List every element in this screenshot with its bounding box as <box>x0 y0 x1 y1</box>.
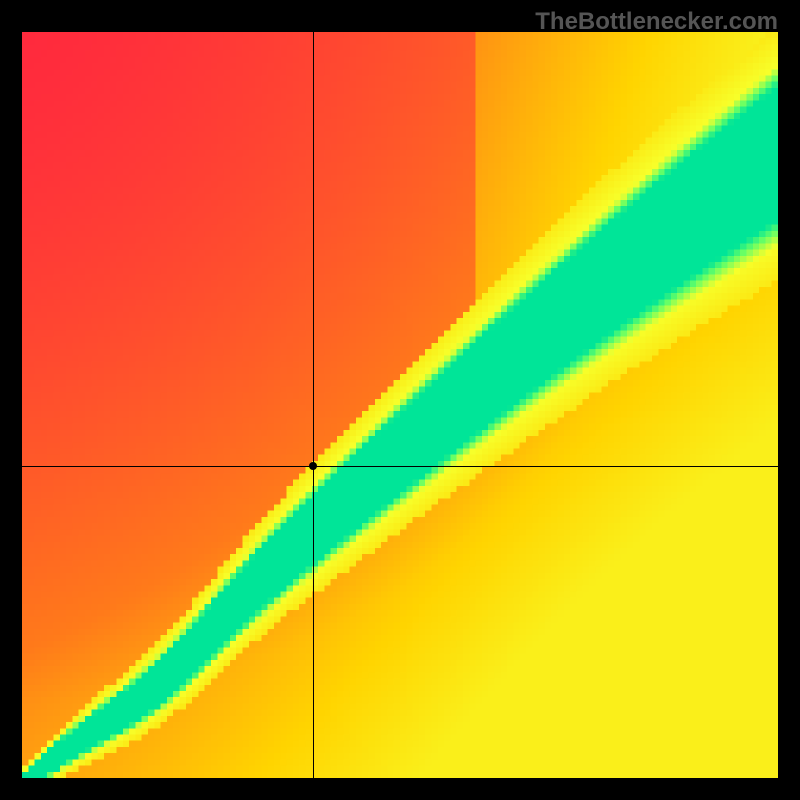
crosshair-vertical <box>313 32 314 778</box>
crosshair-marker <box>309 462 317 470</box>
crosshair-horizontal <box>22 466 778 467</box>
heatmap-canvas <box>22 32 778 778</box>
chart-container: TheBottlenecker.com <box>0 0 800 800</box>
plot-area <box>22 32 778 778</box>
watermark-text: TheBottlenecker.com <box>535 8 778 36</box>
